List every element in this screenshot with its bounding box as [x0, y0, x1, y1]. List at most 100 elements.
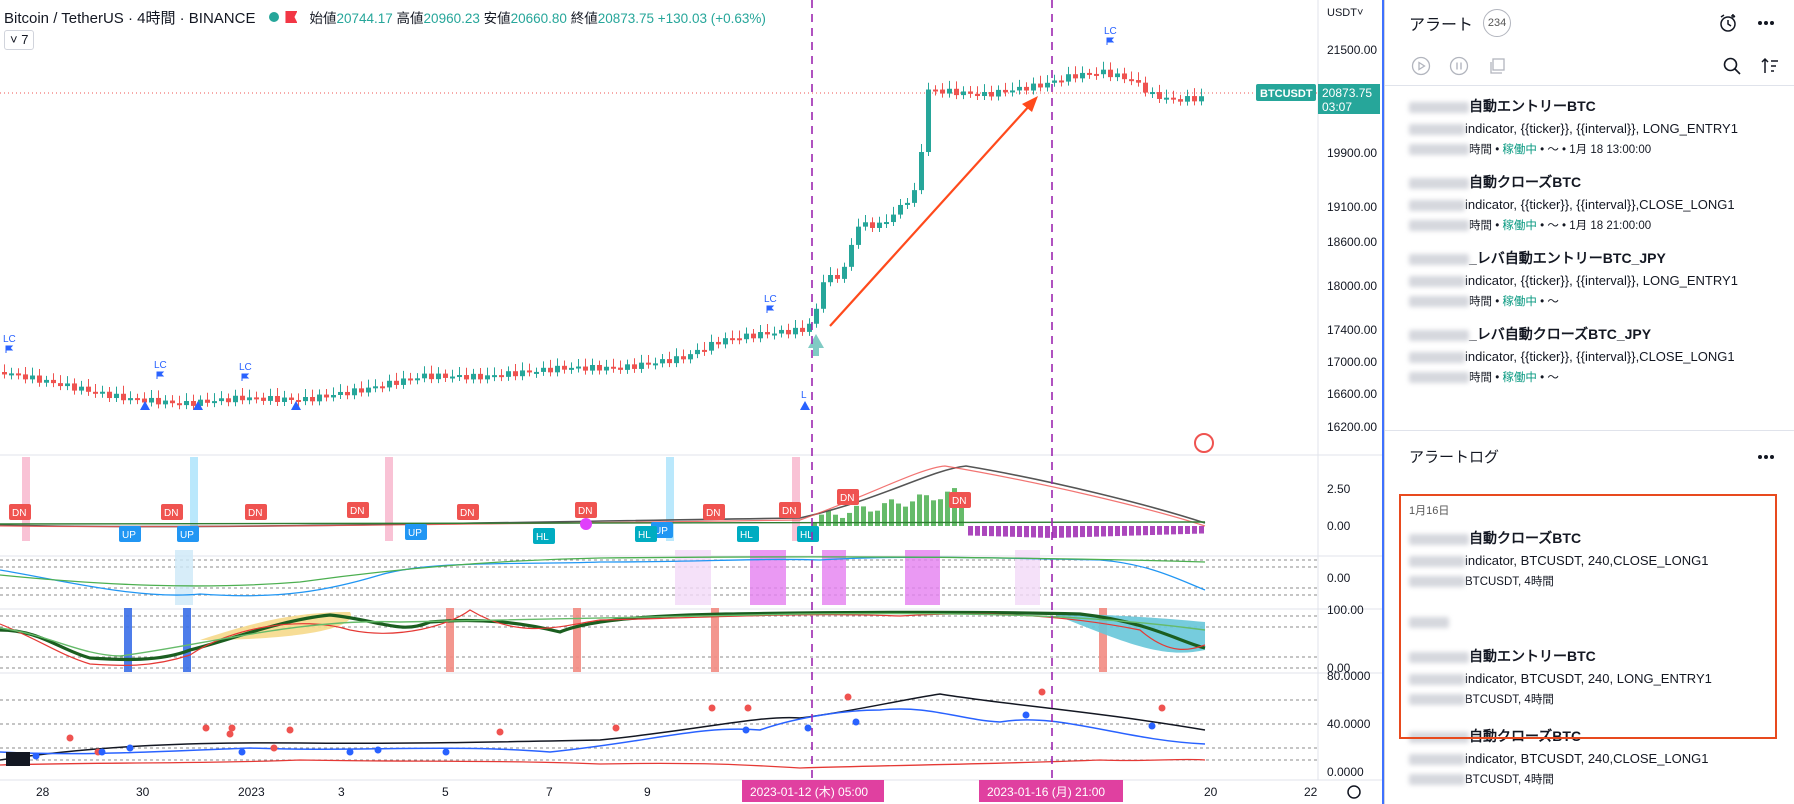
macd-hist-bar: [833, 514, 838, 526]
symbol-title[interactable]: Bitcoin / TetherUS · 4時間 · BINANCE: [4, 9, 256, 27]
candle-body: [352, 388, 357, 396]
macd-hist-bar: [896, 503, 901, 526]
lc-marker-label: LC: [3, 334, 16, 345]
play-icon[interactable]: [1409, 54, 1433, 78]
candle-body: [891, 214, 896, 223]
candle-body: [212, 401, 217, 404]
log-item[interactable]: 自動エントリーBTC indicator, BTCUSDT, 240, LONG…: [1385, 646, 1794, 724]
osc-band: [905, 550, 940, 605]
up-badge-label: UP: [408, 528, 422, 539]
indicator-count: 7: [21, 32, 29, 47]
candle-body: [275, 395, 280, 402]
candle-body: [142, 398, 147, 403]
candle-body: [1122, 73, 1127, 80]
copy-icon[interactable]: [1485, 54, 1509, 78]
alert-item[interactable]: _レバ自動クローズBTC_JPY indicator, {{ticker}}, …: [1385, 314, 1794, 390]
macd-hist-bar: [812, 522, 817, 526]
candle-body: [611, 366, 616, 369]
log-more-options-icon[interactable]: [1752, 443, 1780, 471]
candle-body: [982, 92, 987, 97]
candle-body: [464, 375, 469, 380]
sort-icon[interactable]: [1758, 54, 1782, 78]
alert-name: 自動クローズBTC: [1469, 174, 1582, 190]
chart-area[interactable]: 21500.00 19900.00 19100.00 18600.00 18000.00…: [0, 0, 1382, 804]
flag-marker-icon: [156, 371, 165, 379]
macd-hist-bar: [1136, 526, 1141, 536]
last-price-tag: [1318, 84, 1380, 114]
adx-line: [0, 693, 1206, 761]
candle-body: [597, 365, 602, 371]
dn-badge: [779, 502, 801, 518]
log-message: indicator, BTCUSDT, 240,CLOSE_LONG1: [1465, 751, 1709, 766]
search-icon[interactable]: [1720, 54, 1744, 78]
low-label: 安値: [483, 11, 511, 26]
collapse-indicators-button[interactable]: ˅ 7: [4, 30, 35, 50]
log-alert-name: 自動クローズBTC: [1469, 530, 1582, 546]
candle-body: [1101, 69, 1106, 75]
pause-icon[interactable]: [1447, 54, 1471, 78]
tradingview-logo-icon: [6, 752, 30, 766]
macd-hist-bar: [989, 526, 994, 537]
dmi-axis-label: 0.0000: [1327, 765, 1364, 779]
log-message: indicator, BTCUSDT, 240, LONG_ENTRY1: [1465, 671, 1712, 686]
candle-body: [394, 380, 399, 385]
macd-hist-bar: [1192, 526, 1197, 534]
stoch-fill-cyan: [1050, 613, 1205, 653]
candle-body: [471, 373, 476, 380]
candle-body: [156, 397, 161, 405]
candle-body: [912, 190, 917, 203]
alert-status: 稼働中: [1502, 144, 1537, 156]
log-meta: BTCUSDT, 4時間: [1465, 694, 1554, 706]
candle-body: [583, 366, 588, 371]
flag-icon[interactable]: [285, 11, 298, 23]
candle-body: [317, 394, 322, 402]
candle-body: [884, 222, 889, 225]
candle-body: [709, 341, 714, 351]
macd-hist-bar: [1024, 526, 1029, 538]
candle-body: [1080, 72, 1085, 79]
candle-body: [429, 373, 434, 380]
dmi-dot-red: [496, 728, 504, 736]
time-axis-label: 2023: [238, 785, 265, 799]
macd-hist-bar: [1066, 526, 1071, 538]
log-meta: BTCUSDT, 4時間: [1465, 774, 1554, 786]
candle-body: [828, 275, 833, 283]
candle-body: [569, 367, 574, 370]
candle-body: [1185, 96, 1190, 102]
candle-body: [905, 202, 910, 205]
macd-hist-bar: [1031, 526, 1036, 538]
low-value: 20660.80: [510, 11, 567, 26]
macd-hist-bar: [1003, 526, 1008, 537]
alert-item[interactable]: 自動クローズBTC indicator, {{ticker}}, {{inter…: [1385, 162, 1794, 238]
up-badge-label: UP: [122, 530, 136, 541]
candle-body: [730, 338, 735, 341]
hl-badge-label: HL: [800, 530, 813, 541]
chart-canvas[interactable]: 21500.00 19900.00 19100.00 18600.00 18000.00…: [0, 0, 1382, 804]
currency-selector: USDT˅: [1327, 7, 1363, 19]
candle-body: [247, 397, 252, 401]
alert-message: indicator, {{ticker}}, {{interval}},CLOS…: [1465, 197, 1735, 212]
dmi-dot-blue: [238, 748, 246, 756]
dn-badge: [703, 504, 725, 520]
more-options-icon[interactable]: [1752, 9, 1780, 37]
stoch-band: [711, 608, 719, 672]
alert-item[interactable]: _レバ自動エントリーBTC_JPY indicator, {{ticker}},…: [1385, 238, 1794, 314]
candle-body: [303, 396, 308, 402]
candle-body: [681, 356, 686, 360]
log-item[interactable]: 自動クローズBTC indicator, BTCUSDT, 240,CLOSE_…: [1385, 528, 1794, 606]
dmi-dot-red: [844, 693, 852, 701]
osc-band: [750, 550, 786, 605]
add-alert-clock-icon[interactable]: [1714, 9, 1742, 37]
close-label: 終値: [570, 11, 598, 26]
candle-body: [1094, 73, 1099, 76]
alert-message: indicator, {{ticker}}, {{interval}},CLOS…: [1465, 349, 1735, 364]
candle-body: [919, 152, 924, 191]
candle-body: [590, 365, 595, 371]
dn-badge-label: DN: [706, 508, 720, 519]
candle-body: [1199, 96, 1204, 102]
dn-badge: [9, 504, 31, 520]
l-marker-label: L: [801, 390, 807, 401]
alert-item[interactable]: 自動エントリーBTC indicator, {{ticker}}, {{inte…: [1385, 86, 1794, 162]
signal-line: [0, 465, 1206, 528]
candle-body: [324, 394, 329, 398]
